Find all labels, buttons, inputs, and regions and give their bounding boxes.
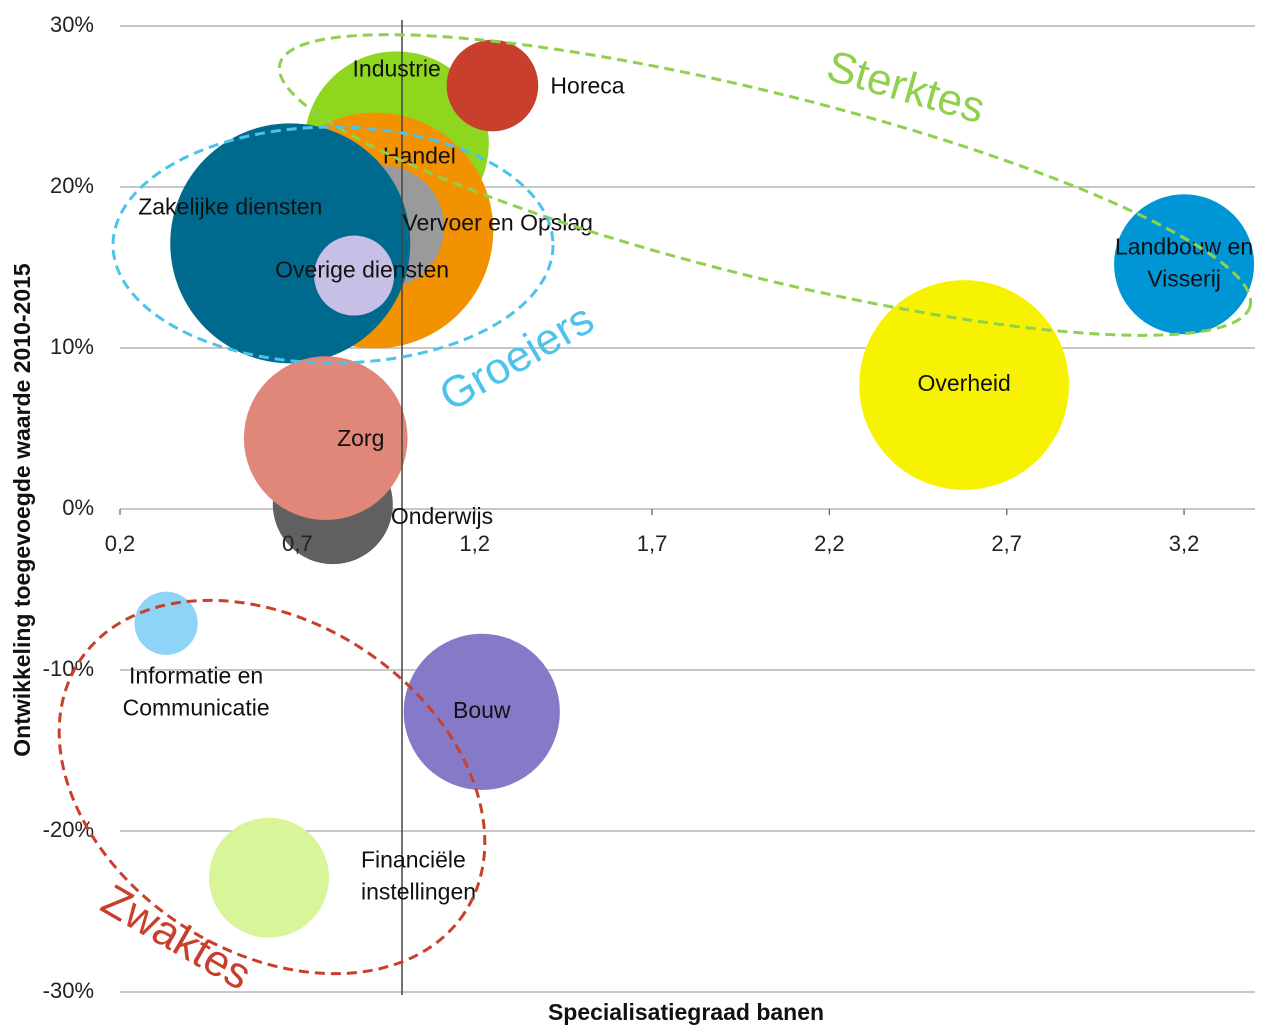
bubble-label: Financiële instellingen <box>361 847 476 905</box>
bubbles <box>134 39 1255 938</box>
bubble-label: Overheid <box>917 370 1010 396</box>
sterktes-ellipse <box>277 33 1253 337</box>
x-tick-label: 3,2 <box>1169 531 1200 556</box>
x-tick-label: 0,7 <box>282 531 313 556</box>
y-tick-label: -30% <box>43 978 94 1003</box>
y-tick-label: 10% <box>50 334 94 359</box>
y-axis-title: Ontwikkeling toegevoegde waarde 2010-201… <box>9 263 35 757</box>
bubble-label: Industrie <box>353 56 441 82</box>
bubble <box>446 39 539 132</box>
bubble-label: Overige diensten <box>275 257 449 283</box>
annotation: Sterktes <box>821 41 990 133</box>
bubble <box>134 591 198 655</box>
bubble <box>243 356 408 521</box>
x-tick-label: 2,2 <box>814 531 845 556</box>
bubble-label: Onderwijs <box>391 503 493 529</box>
bubble-label: Zakelijke diensten <box>138 193 322 219</box>
bubble-label: Bouw <box>453 697 511 723</box>
x-tick-label: 1,2 <box>459 531 490 556</box>
bubble <box>314 235 395 316</box>
bubble-label: Informatie en Communicatie <box>123 662 270 720</box>
bubble-label: Zorg <box>337 425 384 451</box>
y-tick-label: -20% <box>43 817 94 842</box>
bubble <box>403 633 560 790</box>
x-axis-title: Specialisatiegraad banen <box>548 999 824 1025</box>
bubble <box>859 280 1070 490</box>
groeiers-ellipse <box>111 125 555 365</box>
x-tick-label: 2,7 <box>991 531 1022 556</box>
bubble-label: Horeca <box>550 73 624 99</box>
y-tick-label: -10% <box>43 656 94 681</box>
bubble-label: Handel <box>383 143 456 169</box>
x-tick-label: 0,2 <box>105 531 136 556</box>
bubble <box>1114 194 1255 335</box>
bubble <box>208 817 329 938</box>
y-tick-label: 0% <box>62 495 94 520</box>
y-tick-label: 30% <box>50 12 94 37</box>
labels: -30% -20% -10% 0% 10% 20% 30% 0,2 0,7 1,2 1,7 2,2 2,… <box>43 12 1253 1003</box>
y-tick-label: 20% <box>50 173 94 198</box>
zwaktes-ellipse <box>57 598 487 976</box>
x-tick-label: 1,7 <box>637 531 668 556</box>
